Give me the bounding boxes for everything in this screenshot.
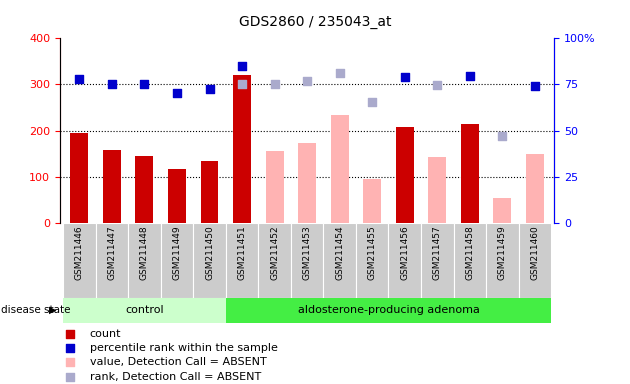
Point [205, 86, 215, 92]
Text: GSM211446: GSM211446 [75, 225, 84, 280]
Text: GSM211456: GSM211456 [400, 225, 410, 280]
Text: GSM211450: GSM211450 [205, 225, 214, 280]
Text: ▶: ▶ [49, 305, 57, 315]
Point [497, 133, 507, 139]
Text: percentile rank within the sample: percentile rank within the sample [89, 343, 277, 353]
Bar [193, 223, 226, 298]
Bar [258, 223, 291, 298]
Bar [103, 150, 121, 223]
Point [237, 81, 247, 88]
Text: aldosterone-producing adenoma: aldosterone-producing adenoma [297, 305, 479, 315]
Bar [226, 223, 258, 298]
Bar [518, 223, 551, 298]
Bar [493, 198, 512, 223]
Bar [364, 179, 381, 223]
Bar [291, 223, 323, 298]
Text: GSM211457: GSM211457 [433, 225, 442, 280]
Bar [526, 154, 544, 223]
Text: GSM211448: GSM211448 [140, 225, 149, 280]
Point [367, 98, 377, 104]
Point [107, 81, 117, 87]
Point [74, 76, 84, 82]
Bar [161, 223, 193, 298]
Point [65, 359, 75, 366]
Text: GSM211453: GSM211453 [302, 225, 312, 280]
Bar [128, 223, 161, 298]
Point [530, 83, 540, 89]
Bar [200, 161, 219, 223]
Text: GSM211451: GSM211451 [238, 225, 246, 280]
Bar [486, 223, 518, 298]
Bar [96, 223, 128, 298]
Bar [266, 151, 284, 223]
Bar [428, 157, 446, 223]
Bar [323, 223, 356, 298]
Point [172, 90, 182, 96]
Text: GSM211452: GSM211452 [270, 225, 279, 280]
Bar [135, 156, 153, 223]
Bar [396, 127, 414, 223]
Text: GSM211458: GSM211458 [466, 225, 474, 280]
Text: control: control [125, 305, 164, 315]
Text: count: count [89, 329, 121, 339]
Bar [226, 298, 551, 323]
Text: GSM211449: GSM211449 [173, 225, 181, 280]
Text: GSM211460: GSM211460 [530, 225, 539, 280]
Point [237, 63, 247, 69]
Text: value, Detection Call = ABSENT: value, Detection Call = ABSENT [89, 358, 266, 367]
Point [65, 374, 75, 380]
Text: GSM211454: GSM211454 [335, 225, 344, 280]
Bar [71, 133, 88, 223]
Bar [233, 75, 251, 223]
Bar [454, 223, 486, 298]
Bar [331, 115, 348, 223]
Point [302, 78, 312, 84]
Text: GSM211447: GSM211447 [107, 225, 117, 280]
Point [335, 70, 345, 76]
Bar [63, 298, 226, 323]
Bar [389, 223, 421, 298]
Point [270, 81, 280, 88]
Point [399, 74, 410, 80]
Bar [298, 144, 316, 223]
Bar [168, 169, 186, 223]
Text: GSM211459: GSM211459 [498, 225, 507, 280]
Bar [63, 223, 96, 298]
Point [65, 331, 75, 337]
Point [432, 82, 442, 88]
Text: GSM211455: GSM211455 [368, 225, 377, 280]
Bar [356, 223, 389, 298]
Bar [421, 223, 454, 298]
Point [139, 81, 149, 88]
Text: GDS2860 / 235043_at: GDS2860 / 235043_at [239, 15, 391, 29]
Text: disease state: disease state [1, 305, 71, 315]
Point [465, 73, 475, 79]
Bar [461, 124, 479, 223]
Point [65, 345, 75, 351]
Text: rank, Detection Call = ABSENT: rank, Detection Call = ABSENT [89, 372, 261, 382]
